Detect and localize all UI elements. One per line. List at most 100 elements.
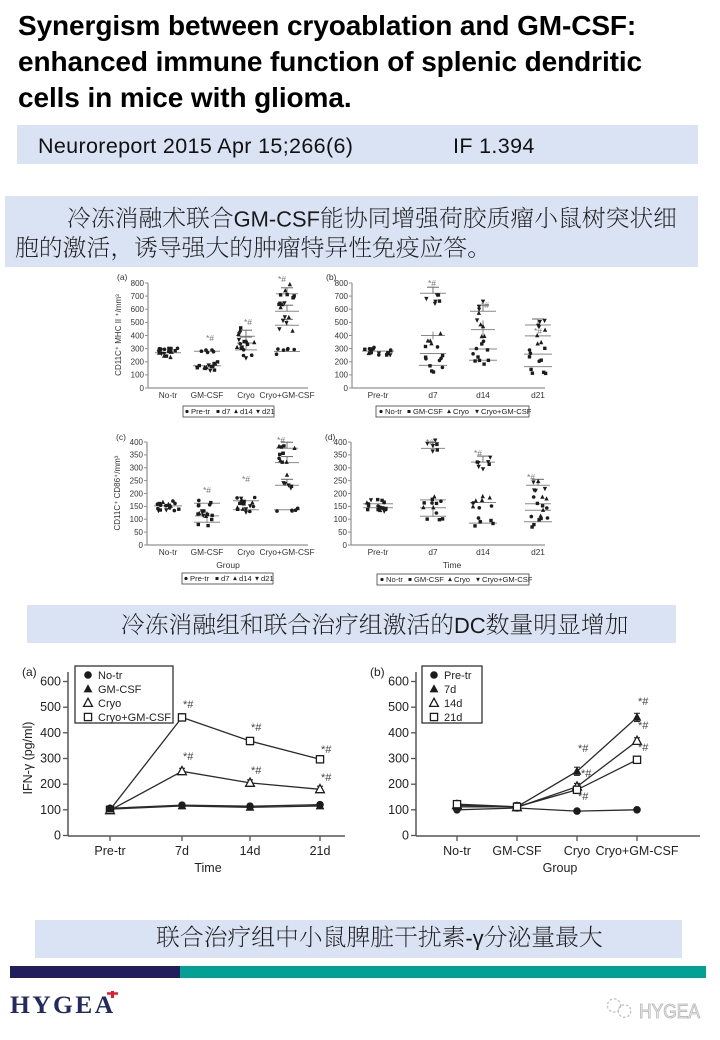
svg-text:150: 150 <box>130 502 144 511</box>
svg-text:GM-CSF: GM-CSF <box>98 684 142 696</box>
svg-text:Cryo: Cryo <box>237 547 255 557</box>
svg-text:Pre-tr: Pre-tr <box>368 390 389 400</box>
svg-text:7d: 7d <box>444 684 456 696</box>
svg-text:*#: *# <box>183 751 194 763</box>
svg-text:Pre-tr: Pre-tr <box>190 574 209 583</box>
svg-text:Time: Time <box>194 861 221 875</box>
svg-text:500: 500 <box>40 700 61 714</box>
svg-text:*#: *# <box>244 317 252 327</box>
svg-text:14d: 14d <box>240 844 261 858</box>
svg-text:d21: d21 <box>261 574 274 583</box>
svg-text:*#: *# <box>581 768 592 780</box>
svg-text:*#: *# <box>278 274 286 284</box>
svg-text:No-tr: No-tr <box>386 575 403 584</box>
svg-text:*#: *# <box>277 435 285 445</box>
svg-text:*#: *# <box>251 722 262 734</box>
svg-text:200: 200 <box>388 777 409 791</box>
svg-text:400: 400 <box>334 438 348 447</box>
svg-text:*#: *# <box>578 743 589 755</box>
svg-text:No-tr: No-tr <box>159 390 178 400</box>
svg-text:(a): (a) <box>117 272 128 282</box>
svg-text:d7: d7 <box>428 390 438 400</box>
svg-text:250: 250 <box>334 476 348 485</box>
svg-text:800: 800 <box>131 279 145 288</box>
svg-text:Cryo+GM-CSF: Cryo+GM-CSF <box>481 407 532 416</box>
svg-text:200: 200 <box>131 358 145 367</box>
svg-text:700: 700 <box>131 292 145 301</box>
svg-text:400: 400 <box>335 331 349 340</box>
svg-text:600: 600 <box>131 305 145 314</box>
svg-text:7d: 7d <box>175 844 189 858</box>
svg-text:21d: 21d <box>444 712 462 724</box>
svg-text:400: 400 <box>130 438 144 447</box>
svg-text:500: 500 <box>388 700 409 714</box>
svg-text:d14: d14 <box>239 574 252 583</box>
svg-text:200: 200 <box>40 777 61 791</box>
svg-text:300: 300 <box>335 344 349 353</box>
svg-text:300: 300 <box>40 752 61 766</box>
svg-text:400: 400 <box>388 726 409 740</box>
svg-text:(b): (b) <box>326 272 337 282</box>
svg-text:400: 400 <box>131 331 145 340</box>
svg-text:*#: *# <box>534 326 542 336</box>
svg-text:Cryo: Cryo <box>98 698 121 710</box>
svg-text:HYGEA: HYGEA <box>639 1001 701 1023</box>
svg-text:*#: *# <box>578 791 589 803</box>
svg-text:200: 200 <box>130 489 144 498</box>
svg-text:Group: Group <box>543 861 578 875</box>
svg-text:*#: *# <box>321 744 332 756</box>
svg-text:*#: *# <box>183 699 194 711</box>
svg-text:300: 300 <box>130 464 144 473</box>
svg-text:14d: 14d <box>444 698 462 710</box>
svg-text:800: 800 <box>335 279 349 288</box>
svg-text:200: 200 <box>334 489 348 498</box>
svg-text:0: 0 <box>54 829 61 843</box>
svg-text:GM-CSF: GM-CSF <box>191 390 224 400</box>
svg-text:Time: Time <box>443 560 462 570</box>
svg-text:350: 350 <box>130 451 144 460</box>
svg-text:Cryo+GM-CSF: Cryo+GM-CSF <box>259 547 314 557</box>
svg-text:(a): (a) <box>22 665 37 679</box>
svg-text:d21: d21 <box>531 390 545 400</box>
svg-text:No-tr: No-tr <box>443 844 471 858</box>
svg-text:100: 100 <box>40 803 61 817</box>
svg-text:CD11C⁺ CD86⁺/mm³: CD11C⁺ CD86⁺/mm³ <box>113 455 122 530</box>
svg-text:(d): (d) <box>325 432 336 442</box>
svg-text:Cryo+GM-CSF: Cryo+GM-CSF <box>98 712 171 724</box>
svg-text:*#: *# <box>481 300 489 310</box>
svg-text:600: 600 <box>388 675 409 689</box>
svg-text:21d: 21d <box>310 844 331 858</box>
svg-text:500: 500 <box>335 318 349 327</box>
svg-text:(b): (b) <box>370 665 385 679</box>
svg-text:Cryo: Cryo <box>454 575 470 584</box>
svg-text:*#: *# <box>206 333 214 343</box>
svg-text:No-tr: No-tr <box>98 670 123 682</box>
svg-text:Pre-tr: Pre-tr <box>368 547 389 557</box>
svg-text:100: 100 <box>334 515 348 524</box>
svg-text:GM-CSF: GM-CSF <box>413 407 443 416</box>
svg-text:0: 0 <box>402 829 409 843</box>
svg-text:350: 350 <box>334 451 348 460</box>
svg-text:d7: d7 <box>222 407 230 416</box>
svg-text:*#: *# <box>426 437 434 447</box>
svg-text:*#: *# <box>242 474 250 484</box>
svg-text:0: 0 <box>139 541 144 550</box>
svg-text:300: 300 <box>388 752 409 766</box>
svg-text:Cryo: Cryo <box>564 844 590 858</box>
svg-text:500: 500 <box>131 318 145 327</box>
svg-text:50: 50 <box>338 528 347 537</box>
svg-text:Cryo+GM-CSF: Cryo+GM-CSF <box>482 575 533 584</box>
svg-text:d21: d21 <box>262 407 275 416</box>
svg-text:*#: *# <box>527 472 535 482</box>
svg-text:Pre-tr: Pre-tr <box>94 844 125 858</box>
svg-text:100: 100 <box>335 371 349 380</box>
svg-text:Cryo+GM-CSF: Cryo+GM-CSF <box>259 390 314 400</box>
svg-text:0: 0 <box>343 541 348 550</box>
svg-text:700: 700 <box>335 292 349 301</box>
svg-text:600: 600 <box>40 675 61 689</box>
svg-text:600: 600 <box>335 305 349 314</box>
svg-text:50: 50 <box>134 528 143 537</box>
svg-text:IFN-γ (pg/ml): IFN-γ (pg/ml) <box>21 722 35 795</box>
svg-text:(c): (c) <box>116 432 126 442</box>
svg-text:Pre-tr: Pre-tr <box>444 670 472 682</box>
